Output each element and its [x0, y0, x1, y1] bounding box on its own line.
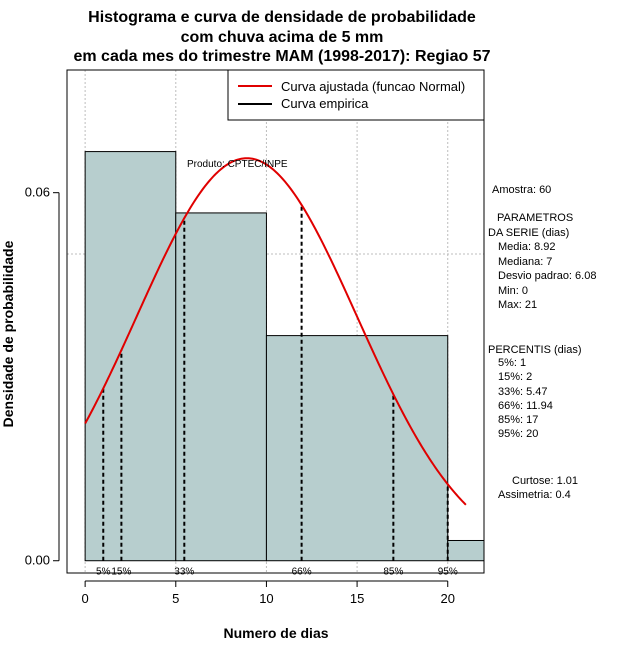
histogram-bar-1	[175, 212, 267, 562]
legend-fitted-label: Curva ajustada (funcao Normal)	[281, 79, 465, 94]
x-axis-label: Numero de dias	[223, 625, 328, 641]
histogram-bar-3	[447, 539, 485, 562]
side-statistics-panel: Amostra: 60 PARAMETROS DA SERIE (dias) M…	[488, 184, 596, 501]
fitted-curve-line	[84, 157, 467, 506]
legend-box	[227, 69, 485, 121]
param-desvio: Desvio padrao: 6.08	[498, 270, 596, 282]
percentile-label-3: 66%	[292, 567, 312, 578]
percentile-label-2: 33%	[174, 567, 194, 578]
chart-title-line-3: em cada mes do trimestre MAM (1998-2017)…	[73, 48, 490, 65]
x-tick-label-1: 5	[172, 591, 179, 606]
histogram-bar-2	[265, 335, 449, 562]
x-tick-label-0: 0	[82, 591, 89, 606]
histogram-bar-0	[84, 151, 177, 562]
params-subheading: DA SERIE (dias)	[488, 227, 569, 239]
param-max: Max: 21	[498, 299, 537, 311]
curtose: Curtose: 1.01	[512, 475, 578, 487]
y-axis-label: Densidade de probabilidade	[0, 240, 16, 427]
chart-title-line-2: com chuva acima de 5 mm	[181, 29, 384, 46]
legend-empirical-label: Curva empirica	[281, 96, 369, 111]
param-mediana: Mediana: 7	[498, 256, 552, 268]
assimetria: Assimetria: 0.4	[498, 489, 571, 501]
product-annotation: Produto: CPTEC/INPE	[187, 159, 288, 170]
y-tick-label-1: 0.06	[25, 185, 50, 200]
percentile-lines: 5% 15% 33% 66% 85% 95%	[96, 204, 458, 578]
x-tick-label-4: 20	[441, 591, 455, 606]
params-heading: PARAMETROS	[497, 212, 573, 224]
percentil-85: 85%: 17	[498, 414, 538, 426]
chart-title: Histograma e curva de densidade de proba…	[73, 9, 490, 65]
percentis-heading: PERCENTIS (dias)	[488, 344, 582, 356]
sample-size: Amostra: 60	[492, 184, 551, 196]
y-tick-label-0: 0.00	[25, 553, 50, 568]
legend: Curva ajustada (funcao Normal) Curva emp…	[227, 69, 485, 121]
y-axis: 0.00 0.06	[25, 185, 60, 568]
percentile-label-4: 85%	[383, 567, 403, 578]
percentile-label-0: 5%	[96, 567, 111, 578]
param-media: Media: 8.92	[498, 241, 555, 253]
x-tick-label-3: 15	[350, 591, 364, 606]
percentil-66: 66%: 11.94	[498, 400, 553, 412]
chart-title-line-1: Histograma e curva de densidade de proba…	[88, 9, 476, 26]
percentil-33: 33%: 5.47	[498, 386, 548, 398]
percentil-15: 15%: 2	[498, 371, 532, 383]
histogram-bars	[84, 151, 485, 562]
percentile-label-5: 95%	[438, 567, 458, 578]
percentil-5: 5%: 1	[498, 357, 526, 369]
x-axis: 0 5 10 15 20	[82, 580, 455, 606]
percentil-95: 95%: 20	[498, 428, 538, 440]
x-tick-label-2: 10	[259, 591, 273, 606]
percentile-label-1: 15%	[111, 567, 131, 578]
param-min: Min: 0	[498, 285, 528, 297]
